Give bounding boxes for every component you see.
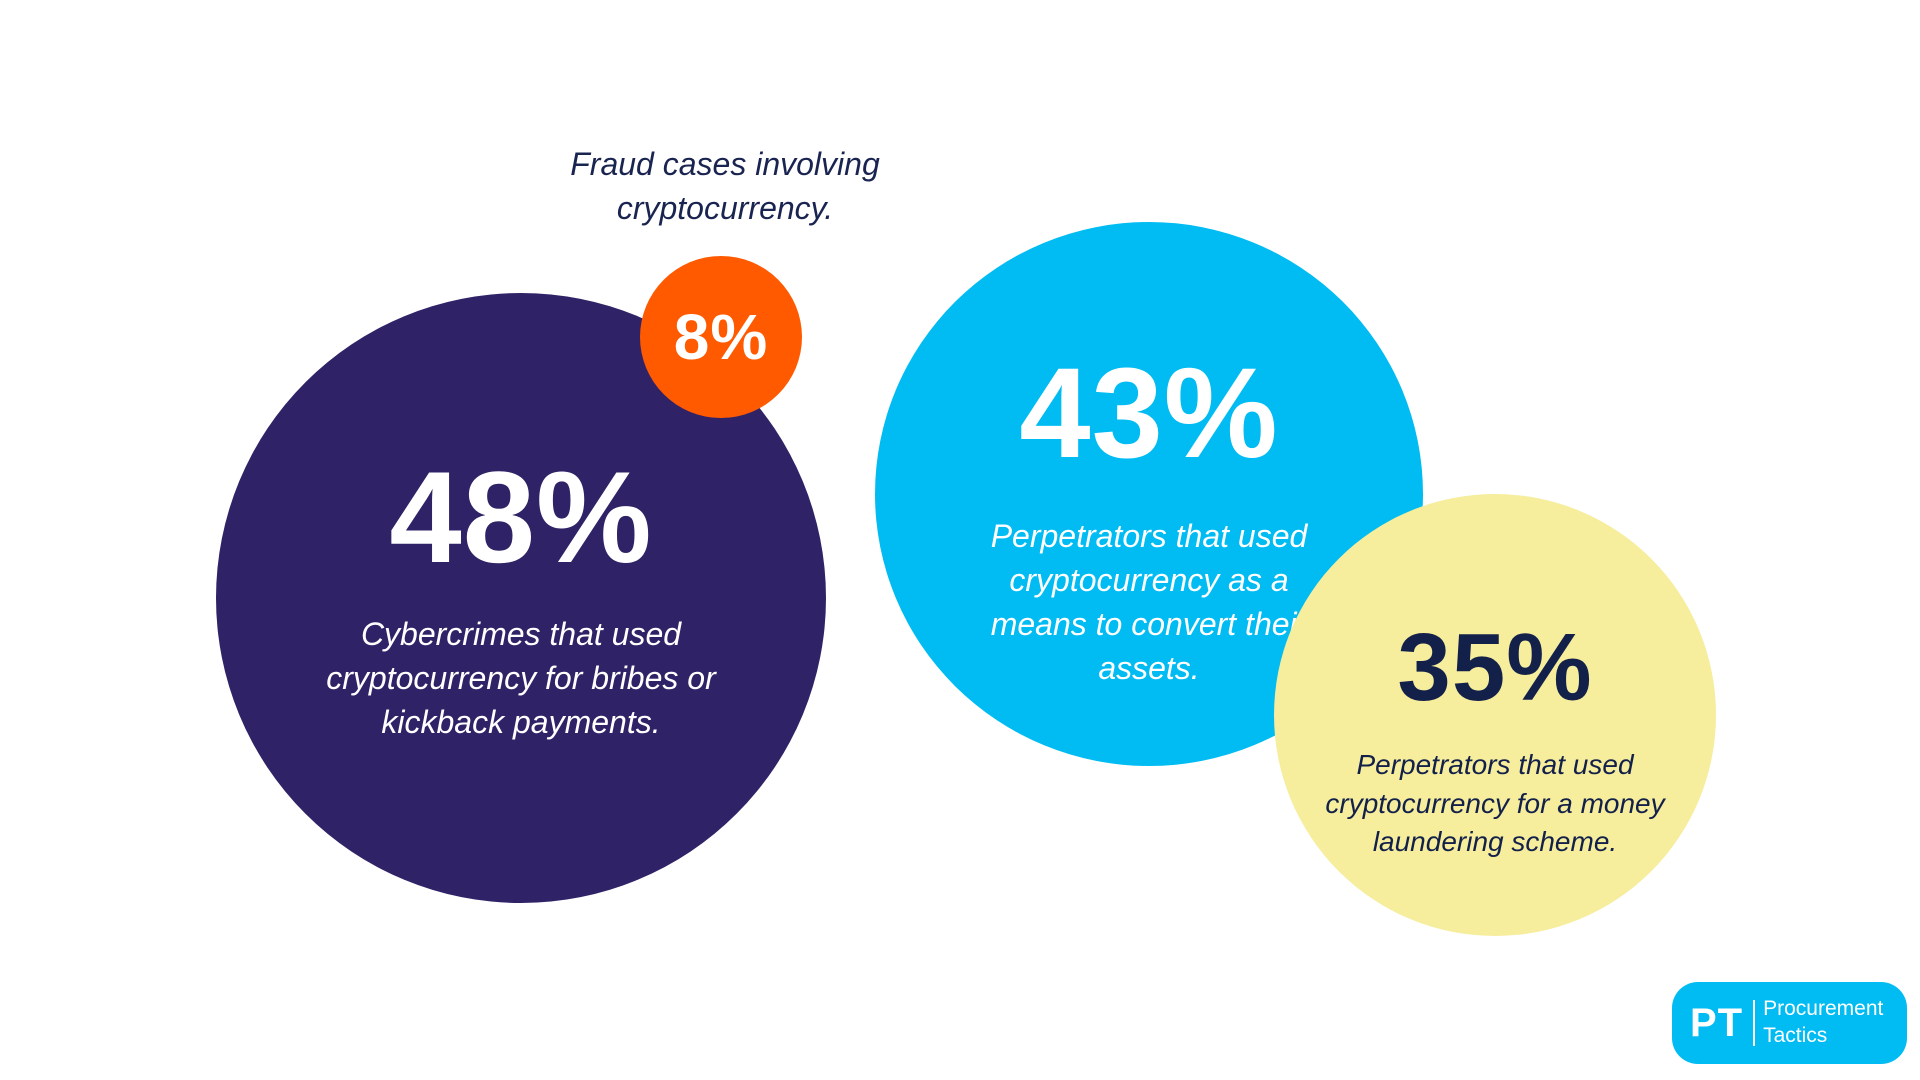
stat-description: Cybercrimes that used cryptocurrency for…	[326, 615, 716, 741]
stat-circle-35: 35% Perpetrators that used cryptocurrenc…	[1274, 494, 1716, 936]
logo-name-line2: Tactics	[1763, 1024, 1828, 1047]
brand-logo: PT Procurement Tactics	[1672, 982, 1907, 1064]
stat-value: 8%	[673, 301, 769, 373]
stat-circle-8: 8%	[640, 256, 802, 418]
stat-description: Perpetrators that used cryptocurrency as…	[990, 518, 1308, 687]
logo-divider	[1753, 1000, 1756, 1046]
logo-name-line1: Procurement	[1763, 997, 1884, 1021]
logo-mark: PT	[1690, 1000, 1744, 1045]
stat-description: Perpetrators that used cryptocurrency fo…	[1325, 749, 1665, 858]
stat-value: 35%	[1397, 614, 1593, 721]
logo-name: Procurement Tactics	[1763, 996, 1883, 1050]
stat-value: 43%	[1019, 342, 1279, 485]
stat-value: 48%	[389, 443, 653, 590]
stat-description-8: Fraud cases involving cryptocurrency.	[570, 146, 880, 227]
